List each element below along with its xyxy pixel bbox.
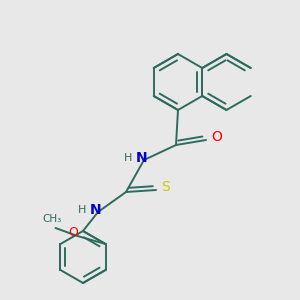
Text: CH₃: CH₃ (42, 214, 61, 224)
Text: N: N (90, 203, 102, 217)
Text: H: H (124, 153, 132, 163)
Text: O: O (211, 130, 222, 144)
Text: S: S (161, 180, 170, 194)
Text: O: O (69, 226, 79, 239)
Text: N: N (136, 151, 148, 165)
Text: H: H (78, 205, 86, 215)
